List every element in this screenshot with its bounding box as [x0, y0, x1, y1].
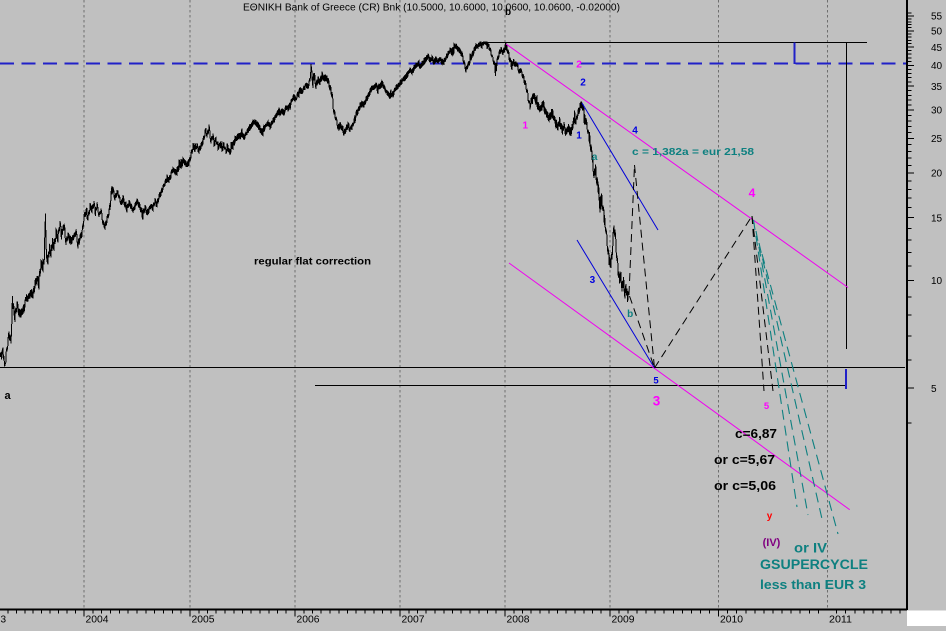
- svg-text:2: 2: [580, 77, 586, 88]
- svg-text:less than EUR 3: less than EUR 3: [760, 577, 866, 592]
- svg-text:y: y: [767, 511, 773, 522]
- svg-text:2009: 2009: [612, 615, 635, 626]
- svg-text:2004: 2004: [86, 615, 109, 626]
- svg-text:regular flat correction: regular flat correction: [254, 257, 371, 268]
- svg-text:2: 2: [576, 60, 582, 71]
- svg-text:(IV): (IV): [763, 537, 781, 549]
- svg-text:c=6,87: c=6,87: [735, 426, 777, 441]
- svg-text:4: 4: [749, 186, 756, 200]
- svg-text:GSUPERCYCLE: GSUPERCYCLE: [760, 557, 868, 572]
- svg-text:20: 20: [931, 169, 943, 180]
- svg-text:45: 45: [931, 43, 943, 54]
- svg-text:or c=5,06: or c=5,06: [714, 479, 776, 493]
- svg-text:or IV: or IV: [794, 541, 827, 556]
- svg-text:a: a: [592, 152, 598, 163]
- svg-text:2005: 2005: [192, 615, 215, 626]
- svg-text:b: b: [627, 309, 633, 320]
- svg-text:40: 40: [931, 61, 943, 72]
- svg-text:2006: 2006: [297, 615, 320, 626]
- svg-text:15: 15: [931, 213, 943, 224]
- svg-text:55: 55: [931, 12, 943, 23]
- svg-text:1: 1: [523, 120, 529, 131]
- svg-text:30: 30: [931, 106, 943, 117]
- svg-text:or c=5,67: or c=5,67: [714, 453, 775, 467]
- svg-text:2011: 2011: [829, 615, 852, 626]
- svg-text:4: 4: [632, 125, 638, 136]
- svg-text:25: 25: [931, 134, 943, 145]
- svg-text:2007: 2007: [402, 615, 425, 626]
- svg-text:35: 35: [931, 82, 943, 93]
- svg-text:3: 3: [653, 393, 661, 408]
- svg-text:2010: 2010: [720, 615, 743, 626]
- svg-text:5: 5: [653, 375, 659, 386]
- svg-text:10: 10: [931, 276, 943, 287]
- svg-text:1: 1: [576, 130, 582, 141]
- svg-text:5: 5: [764, 401, 770, 412]
- svg-text:b: b: [505, 7, 511, 18]
- svg-text:5: 5: [931, 384, 937, 395]
- svg-text:3: 3: [1, 615, 7, 626]
- svg-text:a: a: [4, 390, 11, 402]
- svg-text:c = 1,382a = eur 21,58: c = 1,382a = eur 21,58: [632, 147, 755, 158]
- svg-text:3: 3: [590, 275, 596, 286]
- svg-text:2008: 2008: [507, 615, 530, 626]
- svg-text:EΘNIKH Bank of Greece (CR) Bnk: EΘNIKH Bank of Greece (CR) Bnk (10.5000,…: [243, 2, 620, 14]
- svg-text:50: 50: [931, 26, 943, 37]
